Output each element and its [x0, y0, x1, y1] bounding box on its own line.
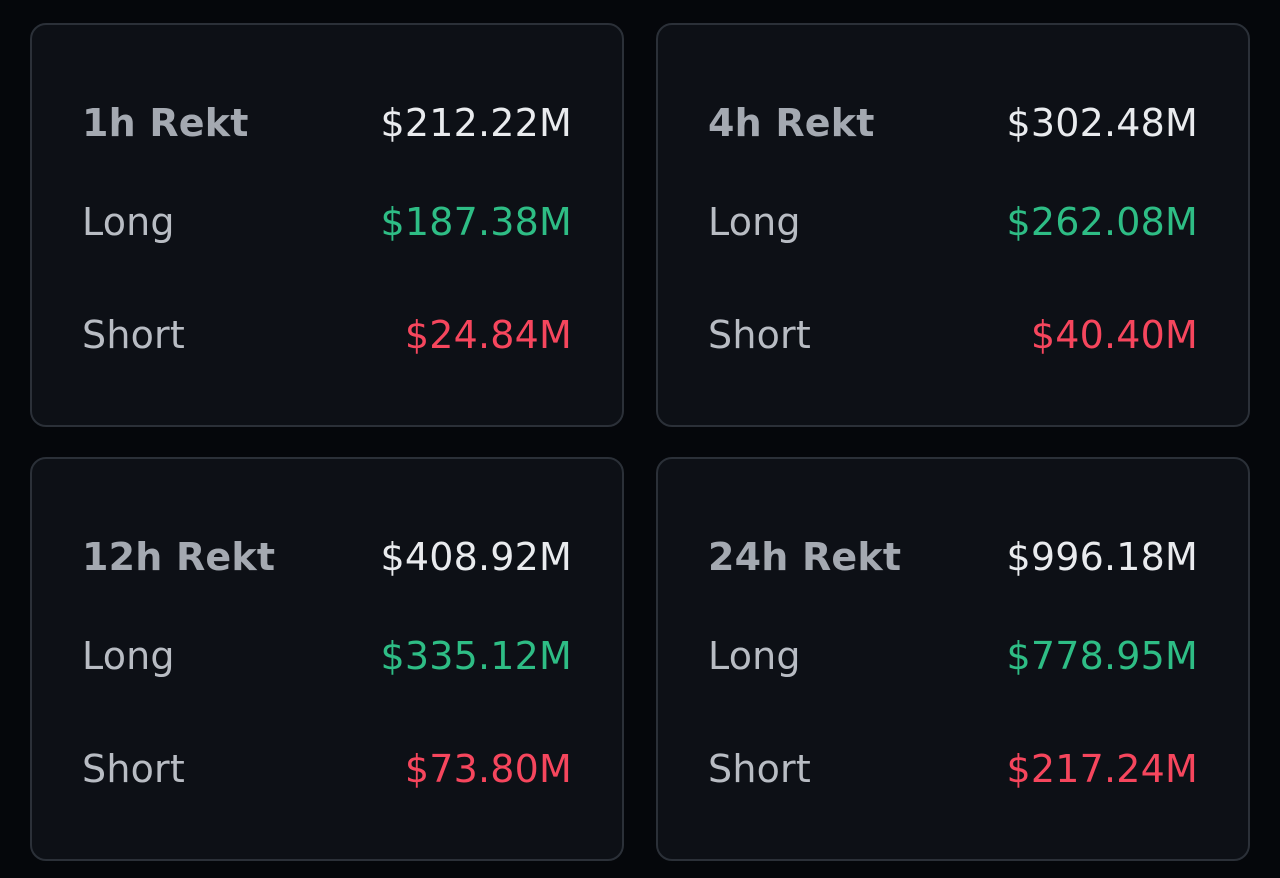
rekt-card-12h: 12h Rekt $408.92M Long $335.12M Short $7…	[30, 457, 624, 861]
rekt-card-4h: 4h Rekt $302.48M Long $262.08M Short $40…	[656, 23, 1250, 427]
total-row: 4h Rekt $302.48M	[708, 81, 1198, 165]
short-label: Short	[708, 312, 811, 357]
long-label: Long	[708, 633, 801, 678]
period-title: 1h Rekt	[82, 101, 249, 145]
short-row: Short $217.24M	[708, 712, 1198, 825]
short-value: $40.40M	[1030, 312, 1198, 357]
long-row: Long $187.38M	[82, 165, 572, 278]
long-row: Long $335.12M	[82, 599, 572, 712]
rekt-stats-grid: 1h Rekt $212.22M Long $187.38M Short $24…	[30, 23, 1250, 861]
short-value: $217.24M	[1006, 746, 1198, 791]
long-value: $187.38M	[380, 199, 572, 244]
short-value: $73.80M	[404, 746, 572, 791]
period-title: 12h Rekt	[82, 535, 276, 579]
period-title: 4h Rekt	[708, 101, 875, 145]
short-label: Short	[82, 312, 185, 357]
rekt-card-24h: 24h Rekt $996.18M Long $778.95M Short $2…	[656, 457, 1250, 861]
long-value: $262.08M	[1006, 199, 1198, 244]
long-value: $335.12M	[380, 633, 572, 678]
total-value: $302.48M	[1006, 101, 1198, 145]
period-title: 24h Rekt	[708, 535, 902, 579]
long-row: Long $778.95M	[708, 599, 1198, 712]
long-value: $778.95M	[1006, 633, 1198, 678]
total-row: 12h Rekt $408.92M	[82, 515, 572, 599]
long-label: Long	[82, 633, 175, 678]
total-value: $996.18M	[1006, 535, 1198, 579]
long-row: Long $262.08M	[708, 165, 1198, 278]
total-row: 24h Rekt $996.18M	[708, 515, 1198, 599]
total-value: $212.22M	[380, 101, 572, 145]
rekt-card-1h: 1h Rekt $212.22M Long $187.38M Short $24…	[30, 23, 624, 427]
total-row: 1h Rekt $212.22M	[82, 81, 572, 165]
short-label: Short	[708, 746, 811, 791]
short-row: Short $24.84M	[82, 278, 572, 391]
short-label: Short	[82, 746, 185, 791]
long-label: Long	[708, 199, 801, 244]
total-value: $408.92M	[380, 535, 572, 579]
short-value: $24.84M	[404, 312, 572, 357]
short-row: Short $40.40M	[708, 278, 1198, 391]
short-row: Short $73.80M	[82, 712, 572, 825]
long-label: Long	[82, 199, 175, 244]
